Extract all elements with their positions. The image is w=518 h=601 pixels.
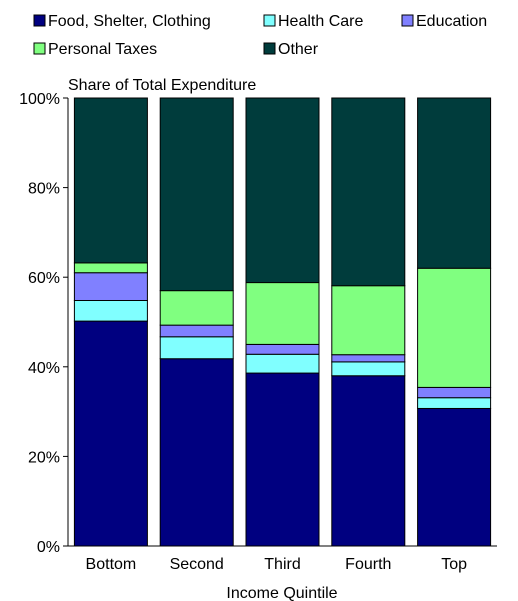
bar-stack-fourth	[331, 97, 406, 547]
y-axis: 0% 20% 40% 60% 80% 100%	[19, 91, 68, 556]
bar-education	[331, 354, 406, 363]
bar-food-shelter-clothing	[73, 320, 148, 547]
bar-health-care	[245, 353, 320, 374]
bar-other	[73, 97, 148, 264]
bar-stack-second	[159, 97, 234, 547]
x-tick-label: Second	[170, 556, 224, 573]
y-tick-label: 0%	[37, 539, 60, 556]
bar-education	[245, 343, 320, 355]
bar-food-shelter-clothing	[159, 358, 234, 547]
legend-swatch	[401, 14, 414, 27]
x-tick-label: Fourth	[345, 556, 391, 573]
bar-health-care	[417, 397, 492, 409]
legend-item-other: Other	[263, 41, 319, 58]
y-tick-label: 80%	[28, 181, 60, 198]
legend-swatch	[33, 42, 46, 55]
bar-health-care	[159, 336, 234, 360]
bar-personal-taxes	[159, 290, 234, 326]
chart-title: Share of Total Expenditure	[68, 77, 256, 94]
bar-stack-third	[245, 97, 320, 547]
bar-other	[417, 97, 492, 269]
bar-other	[159, 97, 234, 292]
legend-swatch	[33, 14, 46, 27]
bar-education	[159, 324, 234, 338]
bar-food-shelter-clothing	[331, 375, 406, 547]
x-axis-title: Income Quintile	[226, 585, 337, 601]
legend-label: Health Care	[278, 13, 363, 30]
x-tick-label: Bottom	[86, 556, 137, 573]
bar-other	[331, 97, 406, 287]
x-tick-label: Top	[441, 556, 467, 573]
legend-swatch	[263, 14, 276, 27]
bar-personal-taxes	[73, 262, 148, 274]
bar-personal-taxes	[331, 285, 406, 356]
plot-area	[73, 97, 492, 547]
bar-personal-taxes	[245, 282, 320, 345]
bar-health-care	[73, 299, 148, 322]
legend-item-personal-taxes: Personal Taxes	[33, 41, 157, 58]
legend-item-education: Education	[401, 13, 487, 30]
legend-label: Education	[416, 13, 487, 30]
legend-label: Food, Shelter, Clothing	[48, 13, 211, 30]
y-tick-label: 40%	[28, 360, 60, 377]
legend: Food, Shelter, Clothing Health Care Educat…	[33, 13, 487, 58]
bar-food-shelter-clothing	[245, 372, 320, 547]
y-tick-label: 100%	[19, 91, 60, 108]
legend-label: Personal Taxes	[48, 41, 157, 58]
x-tick-label: Third	[264, 556, 300, 573]
bar-food-shelter-clothing	[417, 407, 492, 547]
bar-education	[73, 272, 148, 301]
x-axis: Bottom Second Third Fourth Top	[86, 556, 468, 573]
bar-other	[245, 97, 320, 284]
y-tick-label: 60%	[28, 270, 60, 287]
legend-item-food-shelter-clothing: Food, Shelter, Clothing	[33, 13, 211, 30]
axis-lines	[67, 98, 497, 547]
bar-health-care	[331, 361, 406, 377]
bar-personal-taxes	[417, 267, 492, 388]
bar-stack-bottom	[73, 97, 148, 547]
legend-item-health-care: Health Care	[263, 13, 363, 30]
legend-label: Other	[278, 41, 319, 58]
bar-education	[417, 386, 492, 399]
legend-swatch	[263, 42, 276, 55]
bar-stack-top	[417, 97, 492, 547]
y-tick-label: 20%	[28, 449, 60, 466]
